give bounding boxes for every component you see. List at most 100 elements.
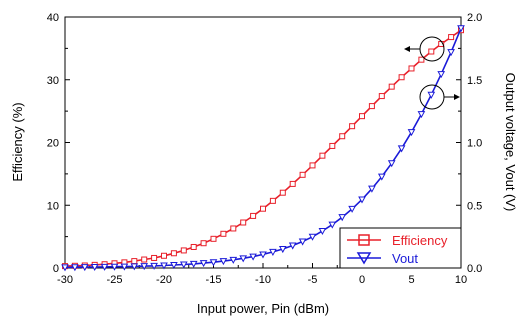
- data-point-vout: [100, 263, 109, 271]
- legend-label-efficiency: Efficiency: [392, 233, 448, 248]
- y-left-tick-label: 40: [47, 12, 59, 24]
- data-point-vout: [269, 248, 277, 256]
- data-point-vout: [71, 264, 79, 272]
- data-point-vout: [348, 205, 356, 213]
- y-left-tick-label: 20: [47, 138, 59, 150]
- data-point-vout: [219, 258, 228, 266]
- data-point-efficiency: [329, 142, 336, 149]
- x-tick-label: -30: [57, 274, 73, 286]
- data-point-vout: [417, 111, 426, 119]
- data-point-efficiency: [250, 212, 257, 219]
- x-tick-label: 0: [359, 274, 365, 286]
- y-left-tick-label: 0: [53, 263, 59, 275]
- data-point-efficiency: [398, 74, 405, 81]
- y-right-tick-label: 1.0: [467, 138, 482, 150]
- data-point-efficiency: [289, 180, 296, 187]
- data-point-vout: [358, 196, 366, 204]
- data-point-vout: [288, 242, 297, 250]
- y-left-tick-label: 10: [47, 200, 59, 212]
- data-point-vout: [298, 238, 307, 246]
- data-point-efficiency: [260, 205, 266, 212]
- data-point-efficiency: [378, 93, 385, 100]
- x-axis-label: Input power, Pin (dBm): [197, 301, 329, 316]
- data-point-efficiency: [349, 123, 356, 130]
- data-point-vout: [457, 25, 465, 33]
- data-point-vout: [308, 233, 317, 241]
- data-point-vout: [170, 261, 178, 270]
- y-left-tick-label: 30: [47, 75, 59, 87]
- data-point-vout: [160, 262, 168, 270]
- data-point-vout: [447, 49, 455, 57]
- x-tick-label: 5: [408, 274, 414, 286]
- legend-marker-vout: [356, 252, 372, 265]
- data-point-efficiency: [299, 171, 306, 178]
- data-point-efficiency: [418, 56, 425, 63]
- data-point-efficiency: [269, 197, 276, 204]
- data-point-vout: [437, 71, 446, 79]
- data-point-efficiency: [279, 189, 286, 196]
- data-point-efficiency: [170, 250, 177, 257]
- data-point-vout: [328, 221, 337, 229]
- data-point-vout: [140, 263, 149, 271]
- data-point-vout: [318, 227, 327, 236]
- data-point-efficiency: [368, 103, 375, 110]
- data-point-vout: [259, 251, 267, 259]
- y-left-axis-label: Efficiency (%): [10, 102, 25, 181]
- data-point-efficiency: [230, 225, 237, 232]
- data-point-vout: [387, 160, 396, 168]
- data-point-vout: [90, 263, 99, 272]
- legend-label-vout: Vout: [392, 251, 418, 266]
- data-point-vout: [397, 145, 406, 153]
- arrow-head-left: [404, 46, 410, 52]
- data-point-efficiency: [408, 65, 415, 72]
- data-point-efficiency: [141, 256, 148, 263]
- data-point-efficiency: [319, 152, 326, 159]
- data-point-efficiency: [190, 243, 197, 250]
- data-point-vout: [427, 91, 436, 99]
- data-point-efficiency: [240, 219, 247, 226]
- data-point-efficiency: [359, 113, 365, 120]
- data-point-vout: [61, 264, 69, 272]
- y-right-axis-label: Output voltage, Vout (V): [503, 73, 516, 212]
- data-point-vout: [229, 256, 238, 264]
- data-point-vout: [150, 262, 158, 270]
- x-tick-label: -15: [206, 274, 222, 286]
- data-point-vout: [120, 263, 129, 271]
- data-point-vout: [249, 253, 257, 261]
- data-point-vout: [338, 214, 347, 222]
- x-tick-label: -10: [255, 274, 271, 286]
- data-point-vout: [199, 260, 208, 268]
- data-point-efficiency: [339, 133, 346, 140]
- data-point-efficiency: [200, 240, 207, 247]
- data-point-vout: [130, 263, 139, 271]
- data-point-vout: [278, 246, 287, 254]
- data-point-efficiency: [428, 48, 435, 55]
- data-point-efficiency: [180, 247, 187, 254]
- data-point-efficiency: [151, 254, 158, 261]
- data-point-vout: [368, 185, 376, 193]
- data-point-vout: [110, 263, 119, 271]
- legend-marker-efficiency: [358, 234, 370, 246]
- arrow-head-right: [454, 94, 460, 100]
- y-right-tick-label: 0.5: [467, 200, 482, 212]
- data-point-vout: [80, 264, 89, 272]
- data-point-vout: [209, 259, 218, 267]
- data-point-efficiency: [161, 252, 167, 259]
- data-point-vout: [239, 255, 248, 263]
- data-point-efficiency: [210, 235, 217, 242]
- data-point-vout: [179, 261, 188, 269]
- annotation-efficiency-axis: [404, 36, 445, 62]
- data-point-efficiency: [131, 258, 138, 265]
- series-layer: [61, 25, 465, 272]
- data-point-efficiency: [309, 162, 316, 169]
- y-right-tick-label: 1.5: [467, 75, 482, 87]
- data-point-efficiency: [388, 83, 395, 90]
- data-point-efficiency: [448, 34, 455, 41]
- x-tick-label: -25: [107, 274, 123, 286]
- annotation-vout-axis: [419, 84, 460, 110]
- y-right-tick-label: 0.0: [467, 263, 482, 275]
- x-tick-label: 10: [455, 274, 467, 286]
- x-tick-label: -20: [156, 274, 172, 286]
- legend: Efficiency Vout: [339, 227, 462, 269]
